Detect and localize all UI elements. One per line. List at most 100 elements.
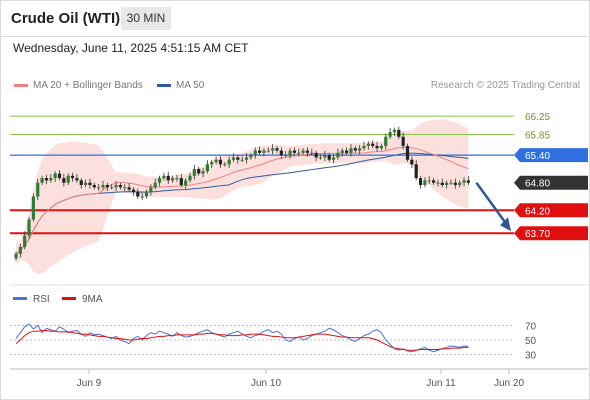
candle: [62, 173, 66, 187]
timeframe-badge[interactable]: 30 MIN: [121, 7, 171, 30]
candle: [70, 172, 75, 182]
candle-body: [92, 185, 96, 188]
price-levels: [10, 115, 514, 235]
candle: [388, 128, 392, 140]
candle-body: [27, 219, 31, 236]
candle-body: [227, 159, 231, 165]
rsi-ma-swatch: [62, 297, 76, 300]
candle-body: [432, 180, 436, 183]
candle: [375, 141, 379, 152]
candle-body: [14, 253, 18, 259]
candle-body: [18, 247, 22, 254]
candle-body: [131, 189, 136, 192]
candle: [79, 178, 83, 189]
candle: [249, 152, 253, 160]
candle: [327, 152, 331, 163]
candle: [149, 184, 153, 196]
candle: [318, 154, 323, 160]
candle: [423, 177, 427, 188]
candle: [305, 147, 310, 157]
price-label-text-5: 63.70: [525, 229, 550, 240]
candle-body: [240, 159, 244, 161]
x-axis: Jun 9 Jun 10 Jun 11 Jun 20: [77, 369, 524, 389]
candle: [345, 147, 349, 156]
candle: [53, 171, 57, 182]
candle-body: [88, 182, 92, 185]
candle-body: [349, 148, 353, 153]
candle-body: [118, 185, 122, 188]
candle: [449, 179, 453, 185]
candle-body: [462, 180, 466, 183]
candle: [205, 160, 209, 174]
candle: [97, 184, 101, 191]
price-label-2: 65.40: [514, 148, 588, 163]
candle: [362, 141, 366, 151]
candle: [240, 156, 244, 163]
candle-body: [340, 150, 344, 153]
rsi-swatch: [13, 297, 27, 300]
price-tag-4: [514, 203, 588, 218]
candle: [23, 231, 27, 250]
candle-body: [110, 187, 114, 189]
candle: [179, 173, 183, 188]
candle-body: [397, 129, 401, 137]
price-label-0: 66.25: [525, 112, 550, 123]
candle: [427, 176, 431, 185]
candle: [197, 166, 201, 176]
legend-ma50: MA 50: [157, 80, 204, 91]
candle: [110, 184, 114, 190]
candle-body: [188, 175, 192, 181]
candle: [18, 243, 22, 258]
candle-body: [310, 152, 314, 154]
ma20-line: [15, 146, 469, 255]
rsi-legend-label: RSI: [33, 294, 50, 305]
candle-body: [175, 178, 179, 180]
candle-body: [244, 157, 249, 160]
candle-body: [62, 178, 66, 183]
candle-body: [53, 173, 57, 179]
candle: [136, 188, 140, 199]
x-tick-jun9: Jun 9: [77, 378, 102, 389]
candle-body: [301, 150, 305, 153]
candle-body: [36, 182, 40, 197]
candle: [253, 147, 257, 159]
candle-body: [323, 155, 327, 158]
candle-body: [179, 178, 183, 185]
candle: [397, 126, 401, 140]
candle-body: [423, 180, 427, 185]
title-bar: Crude Oil (WTI) 30 MIN: [0, 0, 588, 37]
candle: [57, 170, 62, 181]
candle-body: [184, 180, 188, 185]
candle: [144, 189, 149, 199]
candle: [288, 148, 292, 159]
candle: [301, 148, 305, 156]
legend-ma50-label: MA 50: [176, 80, 205, 91]
candle: [175, 174, 179, 182]
candle: [466, 176, 470, 185]
candle-body: [162, 175, 166, 179]
price-label-text-1: 65.85: [525, 130, 550, 141]
candle: [462, 177, 466, 187]
x-tick-jun10: Jun 10: [251, 378, 281, 389]
candle: [418, 175, 423, 189]
candle: [153, 178, 157, 190]
candle: [231, 153, 236, 163]
candle-body: [40, 178, 44, 183]
candle-body: [366, 143, 370, 146]
candle-body: [414, 164, 418, 179]
candle-body: [362, 145, 366, 149]
candle-body: [166, 175, 170, 181]
rsi-line: [15, 323, 469, 353]
candle-body: [123, 187, 127, 189]
candle-body: [197, 168, 201, 174]
candle-body: [458, 182, 462, 185]
candle: [244, 153, 249, 164]
candle-body: [31, 196, 35, 220]
candle: [353, 145, 357, 153]
candle: [101, 180, 105, 190]
candle: [31, 193, 35, 222]
forecast-arrow-shaft: [475, 181, 510, 227]
candle: [275, 145, 279, 153]
candle: [27, 217, 31, 240]
